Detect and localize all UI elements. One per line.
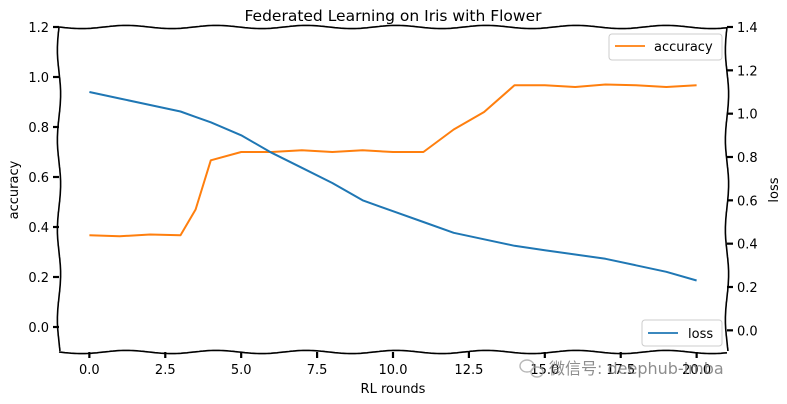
- chart-title: Federated Learning on Iris with Flower: [244, 7, 542, 25]
- x-tick-label: 17.5: [606, 363, 635, 378]
- watermark: 微信号: deephub-imba: [519, 359, 724, 378]
- accuracy-line: [89, 83, 697, 238]
- y-left-tick-label: 0.0: [28, 321, 49, 336]
- legend-accuracy-label: accuracy: [654, 40, 713, 55]
- y-right-tick-label: 1.2: [737, 64, 758, 79]
- x-tick-label: 20.0: [682, 363, 711, 378]
- y-right-tick-label: 0.0: [737, 324, 758, 339]
- x-tick-label: 5.0: [231, 363, 252, 378]
- x-tick-label: 7.5: [307, 363, 328, 378]
- x-tick-label: 10.0: [379, 363, 408, 378]
- legend-loss-label: loss: [688, 327, 713, 342]
- y-right-tick-label: 0.8: [737, 151, 758, 166]
- y-right-tick-label: 0.2: [737, 281, 758, 296]
- watermark-text: 微信号: deephub-imba: [549, 359, 724, 378]
- x-tick-label: 0.0: [79, 363, 100, 378]
- loss-line: [89, 91, 697, 282]
- y-left-tick-label: 1.0: [28, 71, 49, 86]
- frame-left: [56, 26, 62, 352]
- frame-right: [724, 26, 730, 352]
- y-right-tick-label: 0.4: [737, 238, 758, 253]
- plot-frame: [56, 24, 730, 355]
- x-tick-label: 2.5: [155, 363, 176, 378]
- x-axis-ticks: 0.0 2.5 5.0 7.5 10.0 12.5 15.0 17.5 20.0: [79, 352, 711, 378]
- legend-loss: loss: [641, 319, 723, 347]
- y-axis-left-label: accuracy: [7, 160, 22, 219]
- x-axis-label: RL rounds: [361, 382, 426, 397]
- y-left-tick-label: 0.8: [28, 121, 49, 136]
- y-axis-left-ticks: 0.0 0.2 0.4 0.6 0.8 1.0 1.2: [28, 21, 59, 336]
- y-left-tick-label: 0.2: [28, 271, 49, 286]
- y-axis-right-label: loss: [767, 177, 782, 202]
- frame-top: [58, 24, 728, 30]
- y-right-tick-label: 1.0: [737, 108, 758, 123]
- y-left-tick-label: 0.6: [28, 171, 49, 186]
- wechat-icon: [519, 359, 544, 378]
- frame-bottom: [58, 349, 728, 355]
- y-left-tick-label: 0.4: [28, 221, 49, 236]
- y-right-tick-label: 1.4: [737, 21, 758, 36]
- y-right-tick-label: 0.6: [737, 194, 758, 209]
- x-tick-label: 12.5: [454, 363, 483, 378]
- y-left-tick-label: 1.2: [28, 21, 49, 36]
- series-layer: [89, 83, 697, 282]
- legend-accuracy: accuracy: [608, 33, 723, 61]
- y-axis-right-ticks: 0.0 0.2 0.4 0.6 0.8 1.0 1.2 1.4: [727, 21, 758, 339]
